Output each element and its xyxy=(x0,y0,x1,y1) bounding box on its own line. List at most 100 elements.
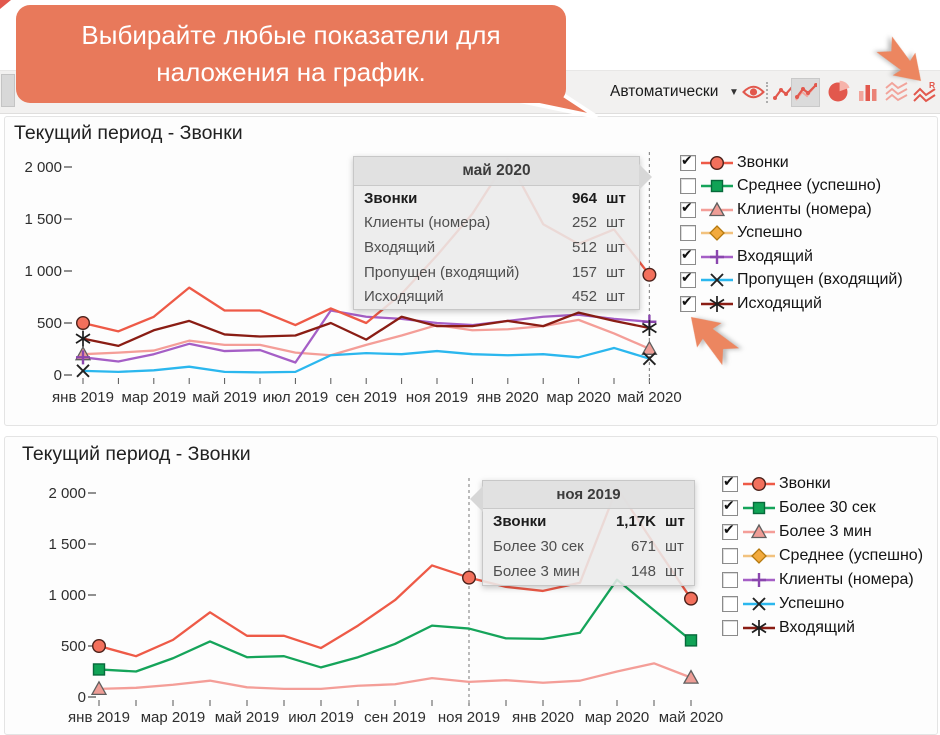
x-marker xyxy=(752,597,766,611)
diamond-marker xyxy=(751,548,767,564)
legend-item[interactable]: Клиенты (номера) xyxy=(722,568,923,592)
tooltip-unit: шт xyxy=(665,538,684,555)
scroll-notch[interactable] xyxy=(1,74,15,107)
chart-2-tooltip: ноя 2019 Звонки 1,17K шт Более 30 сек 671 шт Б… xyxy=(470,480,695,586)
chart-1-tooltip: май 2020 Звонки 964 шт Клиенты (номера) 252 ш… xyxy=(353,156,652,310)
legend-checkbox[interactable] xyxy=(722,596,738,612)
square-legend-glyph xyxy=(743,501,775,515)
triangle-marker xyxy=(708,201,726,216)
bar-chart-icon[interactable] xyxy=(855,78,881,106)
pie-chart-icon[interactable] xyxy=(826,78,852,106)
square-legend-glyph xyxy=(701,180,733,193)
legend-item[interactable]: ✔ Более 3 мин xyxy=(722,520,923,544)
legend-checkbox[interactable]: ✔ xyxy=(680,269,696,289)
tooltip-unit: шт xyxy=(606,263,625,281)
legend-item[interactable]: ✔ Пропущен (входящий) xyxy=(680,269,903,293)
regression-lines-icon[interactable]: R xyxy=(911,78,937,106)
plus-legend-glyph xyxy=(701,249,733,264)
chart-1-title: Текущий период - Звонки xyxy=(14,122,243,144)
legend-item-label: Более 30 сек xyxy=(779,499,876,516)
tooltip-value: 964 xyxy=(571,189,597,207)
tooltip-value: 148 xyxy=(630,563,656,580)
eye-icon[interactable] xyxy=(740,78,766,106)
legend-checkbox[interactable] xyxy=(722,572,738,588)
tooltip-row: Звонки 1,17K шт xyxy=(483,509,694,534)
tooltip-value: 157 xyxy=(571,263,597,281)
tooltip-unit: шт xyxy=(606,238,625,256)
legend-checkbox[interactable]: ✔ xyxy=(680,152,696,171)
legend-checkbox[interactable]: ✔ xyxy=(722,497,738,516)
legend-item-label: Успешно xyxy=(737,224,803,242)
tooltip-label: Звонки xyxy=(364,189,418,207)
tooltip-row: Более 30 сек 671 шт xyxy=(483,534,694,559)
tooltip-unit: шт xyxy=(606,189,626,207)
diamond-marker xyxy=(709,225,725,242)
legend-item[interactable]: Среднее (успешно) xyxy=(680,175,903,199)
circle-marker xyxy=(709,155,725,170)
tooltip-row: Пропущен (входящий) 157 шт xyxy=(354,260,639,285)
diamond-legend-glyph xyxy=(743,548,775,564)
tooltip-unit: шт xyxy=(665,563,684,580)
diamond-legend-glyph xyxy=(701,225,733,242)
legend-item-label: Пропущен (входящий) xyxy=(737,271,903,289)
multi-line-chart-icon[interactable] xyxy=(791,78,820,107)
plus-marker xyxy=(710,249,724,264)
tooltip-pointer-right xyxy=(639,164,652,190)
circle-legend-glyph xyxy=(743,476,775,492)
chart-2-legend: ✔ Звонки ✔ Более 30 сек ✔ Более 3 мин Среднее … xyxy=(722,472,923,640)
asterisk-marker xyxy=(751,620,767,636)
legend-item[interactable]: Успешно xyxy=(680,222,903,246)
automatic-mode-dropdown[interactable]: Автоматически xyxy=(610,71,718,113)
legend-checkbox[interactable]: ✔ xyxy=(722,521,738,540)
asterisk-marker xyxy=(709,295,725,312)
plus-marker xyxy=(752,573,766,587)
legend-checkbox[interactable] xyxy=(680,225,696,242)
tooltip-value: 1,17K xyxy=(615,513,656,530)
legend-item[interactable]: ✔ Клиенты (номера) xyxy=(680,198,903,222)
tooltip-pointer-left xyxy=(470,486,483,512)
asterisk-legend-glyph xyxy=(701,295,733,312)
stacked-lines-icon[interactable] xyxy=(883,78,909,106)
legend-checkbox[interactable]: ✔ xyxy=(680,293,696,312)
tooltip-label: Входящий xyxy=(364,238,436,256)
legend-item[interactable]: ✔ Входящий xyxy=(680,245,903,269)
legend-item[interactable]: Среднее (успешно) xyxy=(722,544,923,568)
legend-checkbox[interactable]: ✔ xyxy=(680,199,696,218)
circle-marker xyxy=(751,476,767,492)
tooltip-label: Исходящий xyxy=(364,288,444,306)
legend-checkbox[interactable]: ✔ xyxy=(680,246,696,265)
legend-item-label: Клиенты (номера) xyxy=(779,571,914,588)
legend-checkbox[interactable] xyxy=(722,620,738,636)
chart-2-title: Текущий период - Звонки xyxy=(22,443,251,465)
legend-item[interactable]: Успешно xyxy=(722,592,923,616)
legend-item[interactable]: Входящий xyxy=(722,616,923,640)
dropdown-caret-icon[interactable]: ▼ xyxy=(729,86,739,98)
triangle-marker xyxy=(750,523,768,539)
legend-item[interactable]: ✔ Более 30 сек xyxy=(722,496,923,520)
legend-item[interactable]: ✔ Исходящий xyxy=(680,292,903,316)
tooltip-label: Клиенты (номера) xyxy=(364,214,491,232)
legend-item-label: Клиенты (номера) xyxy=(737,200,872,218)
legend-checkbox[interactable] xyxy=(680,178,696,195)
legend-checkbox[interactable]: ✔ xyxy=(722,473,738,492)
plus-legend-glyph xyxy=(743,573,775,587)
legend-item[interactable]: ✔ Звонки xyxy=(680,151,903,175)
legend-item-label: Входящий xyxy=(737,247,813,265)
legend-checkbox[interactable] xyxy=(722,548,738,564)
legend-item-label: Среднее (успешно) xyxy=(737,177,882,195)
triangle-legend-glyph xyxy=(743,523,775,539)
square-marker xyxy=(752,501,766,515)
chart-1-legend: ✔ Звонки Среднее (успешно) ✔ Клиенты (номера… xyxy=(680,151,903,316)
triangle-legend-glyph xyxy=(701,201,733,216)
legend-item-label: Успешно xyxy=(779,595,845,612)
legend-item[interactable]: ✔ Звонки xyxy=(722,472,923,496)
tooltip-unit: шт xyxy=(665,513,685,530)
tooltip-header: ноя 2019 xyxy=(483,481,694,509)
tooltip-label: Пропущен (входящий) xyxy=(364,263,520,281)
legend-item-label: Среднее (успешно) xyxy=(779,547,924,564)
automatic-mode-label: Автоматически xyxy=(610,83,719,100)
callout-bubble: Выбирайте любые показатели для наложения… xyxy=(16,5,566,103)
svg-text:R: R xyxy=(929,80,935,90)
tooltip-label: Звонки xyxy=(493,513,547,530)
tooltip-label: Более 3 мин xyxy=(493,563,580,580)
